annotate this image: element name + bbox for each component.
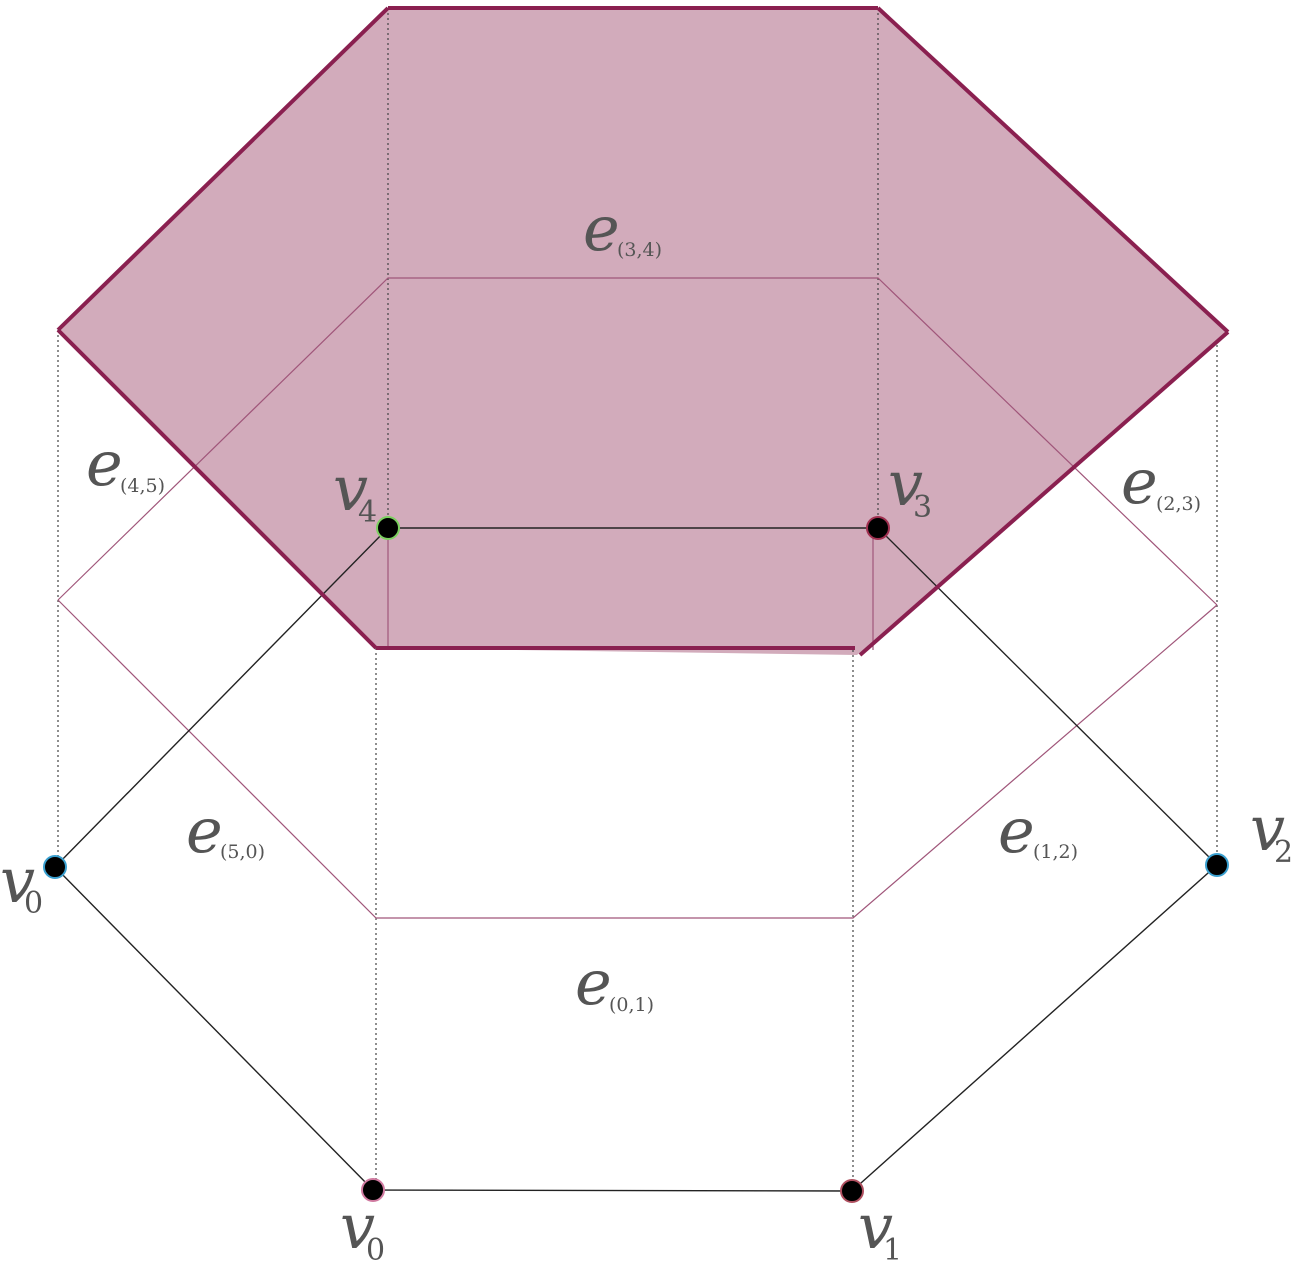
vertex-label-v4: v 4 (333, 452, 377, 530)
edge-label-sub: (3,4) (617, 239, 662, 261)
edge-label-main: e (998, 794, 1035, 867)
vertex-label-main: v (888, 447, 923, 520)
shaded-hexagon-region (58, 8, 1228, 655)
edge-label-e-5-0: e (5,0) (186, 794, 265, 867)
outline-segment (56, 6, 390, 332)
vertex-v4 (376, 516, 400, 540)
vertex-v2 (1205, 853, 1229, 877)
region-outline (56, 6, 1230, 657)
inner-hexagon-lines (57, 277, 1218, 919)
edge-label-sub: (5,0) (220, 841, 265, 863)
vertex-v0-left (43, 855, 67, 879)
vertex-label-v0-left: v 0 (0, 844, 43, 921)
edge-label-e-4-5: e (4,5) (86, 427, 165, 500)
black-edges (54, 527, 1218, 1192)
edge-line (54, 866, 374, 1191)
vertex-label-sub: 2 (1274, 835, 1293, 870)
vertex-v1 (840, 1179, 864, 1203)
vertex-v0-bottom (361, 1178, 385, 1202)
vertices (43, 516, 1229, 1203)
lower-inner-hexagon (57, 599, 1218, 919)
edge-label-main: e (186, 794, 223, 867)
vertex-labels: v 0 v 0 v 1 v 2 v 3 v 4 (0, 447, 1293, 1264)
outline-segment (858, 330, 1230, 657)
vertex-label-main: v (340, 1190, 375, 1263)
outline-segment (876, 6, 1230, 334)
outline-segment (56, 328, 378, 650)
edge-label-sub: (0,1) (609, 994, 654, 1016)
edge-label-e-1-2: e (1,2) (998, 794, 1078, 867)
edge-label-sub: (4,5) (120, 475, 165, 497)
vertex-label-v1: v 1 (858, 1190, 902, 1264)
edge-label-e-3-4: e (3,4) (583, 192, 662, 265)
edge-label-e-2-3: e (2,3) (1121, 445, 1201, 518)
edge-label-sub: (2,3) (1156, 493, 1201, 515)
edge-label-sub: (1,2) (1033, 841, 1078, 863)
vertex-label-sub: 3 (913, 490, 932, 525)
edge-line (372, 1189, 853, 1192)
edge-line (877, 527, 1218, 866)
edge-line (851, 864, 1218, 1192)
edge-line (54, 527, 389, 868)
vertex-label-main: v (858, 1190, 893, 1263)
vertex-label-sub: 0 (366, 1233, 385, 1264)
vertex-label-sub: 4 (358, 495, 377, 530)
edge-label-main: e (86, 427, 123, 500)
vertex-label-sub: 0 (24, 886, 43, 921)
edge-label-e-0-1: e (0,1) (575, 946, 654, 1019)
edge-labels: e (3,4) e (4,5) e (2,3) e (5,0) e (1,2) … (86, 192, 1201, 1019)
edge-label-main: e (575, 946, 612, 1019)
vertex-v3 (866, 516, 890, 540)
vertex-label-main: v (1250, 792, 1285, 865)
vertex-label-main: v (333, 452, 368, 525)
edge-label-main: e (583, 192, 620, 265)
upper-inner-hexagon (57, 277, 1218, 606)
vertex-label-v3: v 3 (888, 447, 932, 525)
edge-label-main: e (1121, 445, 1158, 518)
vertex-label-sub: 1 (883, 1233, 902, 1264)
vertex-label-v0-bottom: v 0 (340, 1190, 385, 1264)
vertex-label-main: v (0, 844, 35, 917)
vertex-label-v2: v 2 (1250, 792, 1293, 870)
